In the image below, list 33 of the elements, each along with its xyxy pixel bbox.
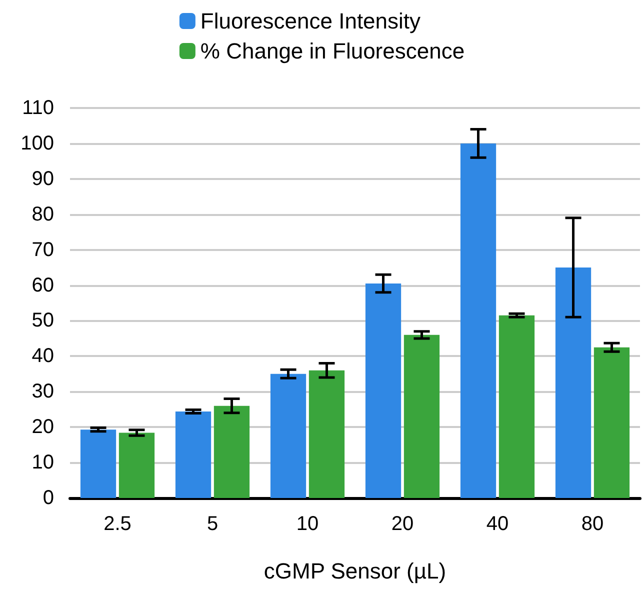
legend-label: Fluorescence Intensity — [200, 8, 421, 34]
y-tick-label: 60 — [32, 274, 54, 296]
y-tick-label: 0 — [42, 487, 54, 509]
x-tick-label: 2.5 — [104, 513, 132, 535]
bar — [555, 268, 592, 498]
x-axis-title: cGMP Sensor (µL) — [264, 558, 446, 584]
y-tick-label: 30 — [32, 380, 54, 403]
y-tick-label: 110 — [22, 97, 54, 119]
bar — [270, 374, 306, 498]
x-tick-label: 40 — [486, 513, 509, 535]
bar — [404, 334, 440, 498]
bar — [460, 143, 496, 498]
legend-label: % Change in Fluorescence — [200, 38, 465, 64]
y-tick-label: 80 — [32, 203, 54, 226]
y-tick-label: 90 — [32, 168, 54, 190]
bar — [175, 411, 212, 498]
bar — [214, 406, 250, 498]
bar — [80, 430, 116, 498]
bar — [365, 284, 402, 498]
bar — [594, 347, 630, 498]
x-tick-label: 10 — [296, 513, 319, 535]
y-tick-label: 20 — [32, 416, 54, 438]
y-tick-label: 100 — [20, 132, 54, 154]
y-tick-label: 40 — [32, 345, 54, 368]
bar — [498, 315, 535, 498]
y-tick-label: 10 — [32, 452, 54, 474]
x-tick-label: 5 — [206, 513, 218, 535]
x-tick-label: 80 — [581, 513, 604, 535]
bar — [308, 370, 345, 498]
x-tick-label: 20 — [391, 513, 414, 535]
bar — [118, 432, 155, 498]
y-tick-label: 50 — [32, 310, 54, 332]
y-tick-label: 70 — [32, 238, 54, 261]
